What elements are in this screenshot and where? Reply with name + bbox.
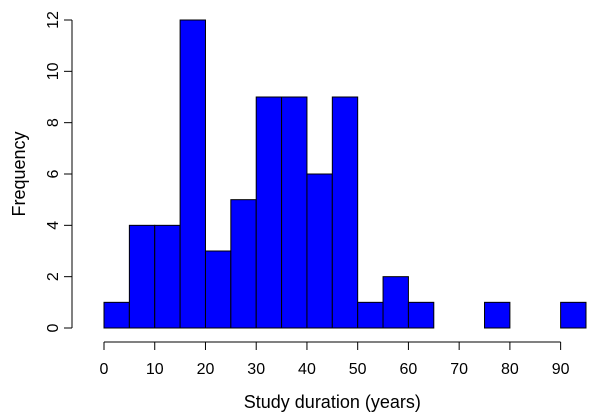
x-axis-title: Study duration (years)	[244, 392, 421, 412]
x-tick-label-30: 30	[247, 361, 265, 378]
bar-35-40	[281, 96, 308, 329]
bar-50-55	[357, 301, 384, 329]
bar-15-20	[179, 19, 206, 329]
x-tick-label-10: 10	[146, 361, 164, 378]
x-tick-label-20: 20	[197, 361, 215, 378]
bar-10-15	[154, 224, 181, 329]
y-tick-label-6: 6	[45, 169, 62, 178]
x-tick-label-90: 90	[552, 361, 570, 378]
bars-group	[103, 19, 587, 329]
bar-30-35	[255, 96, 283, 329]
x-ticks-group: 0 10 20 30 40 50 60 70 80 90	[100, 342, 570, 378]
bar-25-30	[230, 199, 257, 329]
x-tick-label-50: 50	[349, 361, 367, 378]
y-tick-label-2: 2	[45, 272, 62, 281]
bar-0-5	[103, 301, 130, 329]
bar-75-80	[484, 301, 511, 329]
y-tick-label-8: 8	[45, 118, 62, 127]
bar-5-10	[128, 224, 156, 329]
bar-20-25	[204, 250, 232, 329]
bar-40-45	[306, 173, 333, 329]
x-tick-label-70: 70	[450, 361, 468, 378]
y-axis-title: Frequency	[9, 131, 29, 216]
bar-45-50	[331, 96, 359, 329]
y-tick-label-0: 0	[45, 323, 62, 332]
y-tick-label-12: 12	[45, 11, 62, 29]
bar-60-65	[407, 301, 435, 329]
x-tick-label-60: 60	[400, 361, 418, 378]
bar-55-60	[382, 276, 409, 329]
x-tick-label-40: 40	[298, 361, 316, 378]
y-tick-label-4: 4	[45, 221, 62, 230]
x-tick-label-80: 80	[501, 361, 519, 378]
y-tick-label-10: 10	[45, 62, 62, 80]
x-tick-label-0: 0	[100, 361, 109, 378]
y-ticks-group: 0 2 4 6 8 10 12	[45, 11, 72, 332]
bar-90-95	[560, 301, 587, 329]
